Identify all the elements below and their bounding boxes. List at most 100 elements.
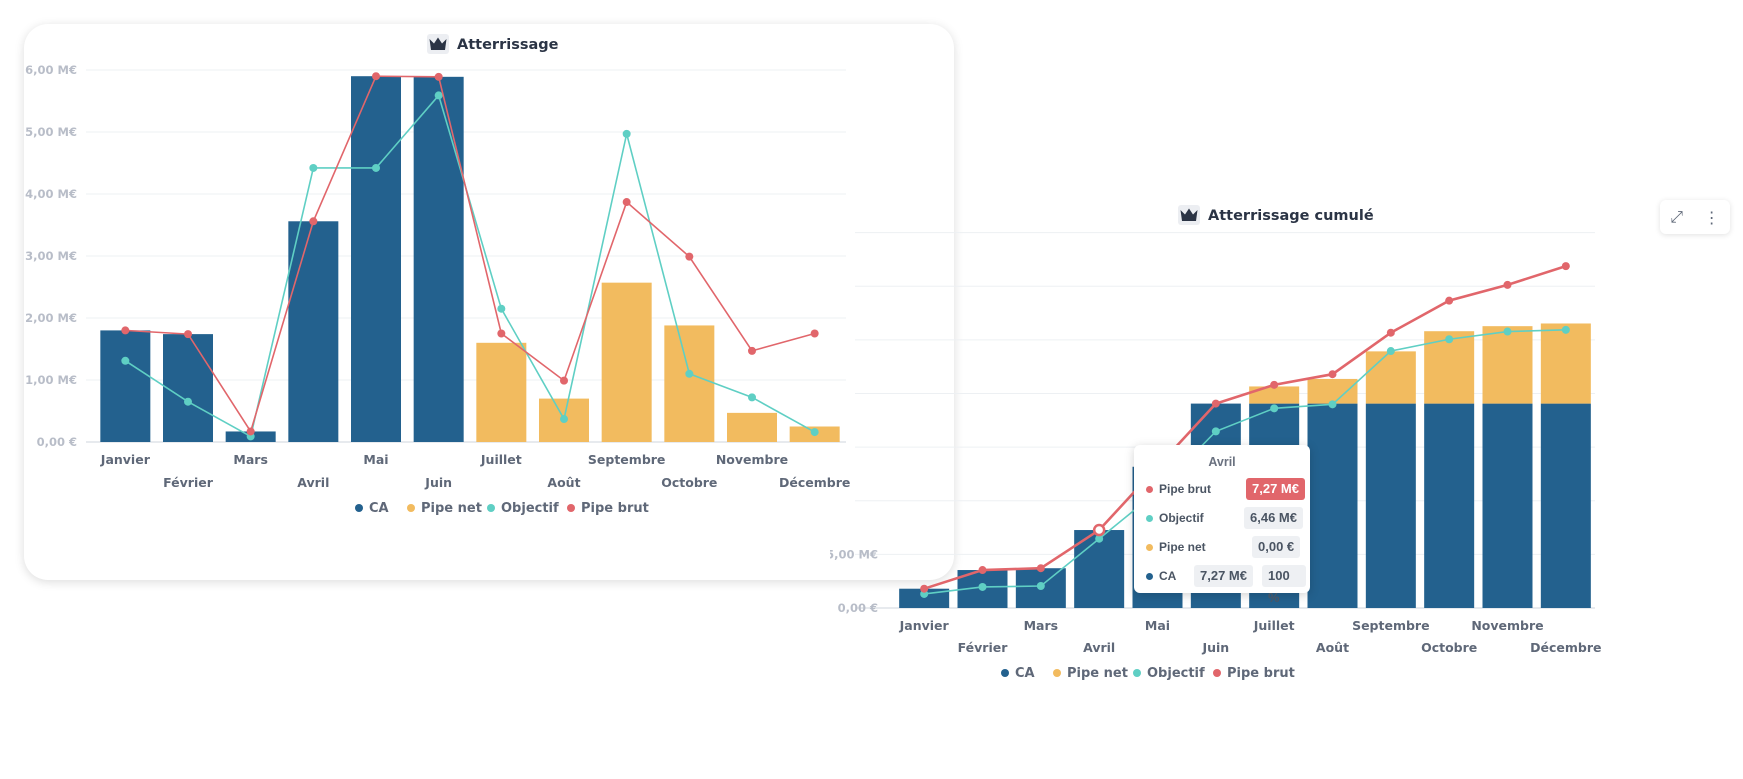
point-objectif-decembre[interactable] <box>810 428 819 437</box>
point-objectif-juillet[interactable] <box>1270 404 1279 413</box>
legend-item-pipe-net[interactable]: Pipe net <box>1053 666 1128 681</box>
x-tick-label: Janvier <box>899 618 950 633</box>
bar-ca-aout[interactable] <box>1307 403 1358 608</box>
bar-pipe-net-octobre[interactable] <box>664 325 715 442</box>
bar-pipe-net-juillet[interactable] <box>1249 386 1300 404</box>
tooltip-value: 0,00 € <box>1252 536 1301 558</box>
point-pipe-brut-novembre[interactable] <box>1503 280 1512 289</box>
x-tick-label: Décembre <box>779 475 850 490</box>
tooltip-label: Pipe net <box>1159 540 1206 554</box>
point-objectif-septembre[interactable] <box>1386 347 1395 356</box>
bar-pipe-net-juillet[interactable] <box>476 342 527 442</box>
point-objectif-novembre[interactable] <box>1503 327 1512 336</box>
point-objectif-juin[interactable] <box>434 91 443 100</box>
x-tick-label: Octobre <box>661 475 717 490</box>
chart-atterrissage: Atterrissage 0,00 € 1,00 M€ 2,00 M€ 3,00 M€… <box>25 34 850 516</box>
chart-title: Atterrissage <box>457 37 559 53</box>
legend-label: Pipe net <box>421 501 482 516</box>
bar-ca-mai[interactable] <box>351 76 401 442</box>
legend-dot-icon <box>487 504 495 512</box>
expand-icon[interactable]: ⤢ <box>1670 207 1684 226</box>
chart-title: Atterrissage cumulé <box>1208 208 1374 224</box>
point-objectif-avril[interactable] <box>1095 534 1104 543</box>
point-pipe-brut-aout[interactable] <box>1328 370 1337 379</box>
legend-item-objectif[interactable]: Objectif <box>487 501 559 516</box>
point-pipe-brut-septembre[interactable] <box>1386 328 1395 337</box>
point-pipe-brut-octobre[interactable] <box>685 252 694 261</box>
legend-dot-icon <box>567 504 575 512</box>
line-pipe-brut[interactable] <box>125 75 815 434</box>
point-pipe-brut-mars[interactable] <box>246 427 255 436</box>
bar-ca-fevrier[interactable] <box>163 334 213 442</box>
point-pipe-brut-octobre[interactable] <box>1445 296 1454 305</box>
bar-pipe-net-septembre[interactable] <box>601 282 652 442</box>
x-tick-label: Juin <box>1201 640 1229 655</box>
bar-pipe-net-novembre[interactable] <box>1482 326 1533 404</box>
bar-pipe-net-aout[interactable] <box>1307 378 1358 404</box>
point-pipe-brut-juillet[interactable] <box>497 329 506 338</box>
line-objectif[interactable] <box>924 329 1566 595</box>
point-pipe-brut-juin[interactable] <box>1211 399 1220 408</box>
tooltip-label: Pipe brut <box>1159 482 1212 496</box>
legend-item-pipe-net[interactable]: Pipe net <box>407 501 482 516</box>
point-pipe-brut-juin[interactable] <box>434 72 443 81</box>
point-objectif-decembre[interactable] <box>1561 325 1570 334</box>
line-pipe-brut[interactable] <box>923 264 1567 590</box>
bar-ca-octobre[interactable] <box>1424 403 1475 608</box>
point-pipe-brut-janvier[interactable] <box>920 584 929 593</box>
point-objectif-fevrier[interactable] <box>184 397 192 406</box>
point-pipe-brut-novembre[interactable] <box>748 346 756 355</box>
bar-pipe-net-decembre[interactable] <box>1540 323 1591 404</box>
bar-ca-janvier[interactable] <box>899 588 950 608</box>
point-objectif-juillet[interactable] <box>497 304 506 313</box>
point-objectif-mars[interactable] <box>1036 582 1045 591</box>
more-vertical-icon[interactable]: ⋮ <box>1703 207 1720 227</box>
bar-pipe-net-novembre[interactable] <box>727 412 777 442</box>
bar-ca-septembre[interactable] <box>1365 403 1416 608</box>
point-objectif-septembre[interactable] <box>622 129 631 138</box>
legend-item-ca[interactable]: CA <box>355 501 389 516</box>
legend-item-objectif[interactable]: Objectif <box>1133 666 1205 681</box>
bar-ca-juin[interactable] <box>413 76 464 442</box>
y-tick-label: 3,00 M€ <box>25 249 77 263</box>
legend-dot-icon <box>1146 486 1153 493</box>
legend-dot-icon <box>1146 544 1153 551</box>
point-pipe-brut-decembre[interactable] <box>810 329 819 338</box>
point-objectif-aout[interactable] <box>560 415 568 424</box>
tooltip-row-pipe-brut: Pipe brut 7,27 M€ <box>1146 478 1306 502</box>
point-pipe-brut-mars[interactable] <box>1036 564 1045 573</box>
y-tick-label: 6,00 M€ <box>25 63 77 77</box>
x-tick-label: Septembre <box>588 452 666 467</box>
point-objectif-fevrier[interactable] <box>978 582 987 591</box>
point-pipe-brut-septembre[interactable] <box>622 198 631 207</box>
point-pipe-brut-juillet[interactable] <box>1270 380 1279 389</box>
y-tick-label: 5,00 M€ <box>830 547 878 561</box>
hover-point[interactable] <box>1092 523 1106 537</box>
point-pipe-brut-janvier[interactable] <box>121 326 130 335</box>
point-objectif-janvier[interactable] <box>121 356 130 365</box>
bar-ca-decembre[interactable] <box>1540 403 1591 608</box>
bar-pipe-net-septembre[interactable] <box>1365 351 1416 404</box>
point-pipe-brut-fevrier[interactable] <box>978 566 987 575</box>
point-pipe-brut-avril[interactable] <box>309 217 318 226</box>
x-tick-label: Août <box>547 475 580 490</box>
bar-ca-novembre[interactable] <box>1482 403 1533 608</box>
legend-item-pipe-brut[interactable]: Pipe brut <box>567 501 649 516</box>
point-pipe-brut-fevrier[interactable] <box>184 330 192 339</box>
point-pipe-brut-mai[interactable] <box>372 72 380 81</box>
legend-item-pipe-brut[interactable]: Pipe brut <box>1213 666 1295 681</box>
point-objectif-novembre[interactable] <box>748 393 756 402</box>
point-objectif-octobre[interactable] <box>1445 335 1454 344</box>
bar-ca-avril[interactable] <box>288 221 339 442</box>
point-objectif-aout[interactable] <box>1328 400 1337 409</box>
point-objectif-avril[interactable] <box>309 163 318 172</box>
point-pipe-brut-decembre[interactable] <box>1561 262 1570 271</box>
point-objectif-mai[interactable] <box>372 163 380 172</box>
bar-ca-janvier[interactable] <box>100 330 151 442</box>
point-objectif-octobre[interactable] <box>685 369 694 378</box>
point-pipe-brut-aout[interactable] <box>560 376 568 385</box>
x-tick-label: Mai <box>363 452 388 467</box>
legend-item-ca[interactable]: CA <box>1001 666 1035 681</box>
bar-ca-avril[interactable] <box>1074 530 1125 608</box>
point-objectif-juin[interactable] <box>1211 427 1220 436</box>
